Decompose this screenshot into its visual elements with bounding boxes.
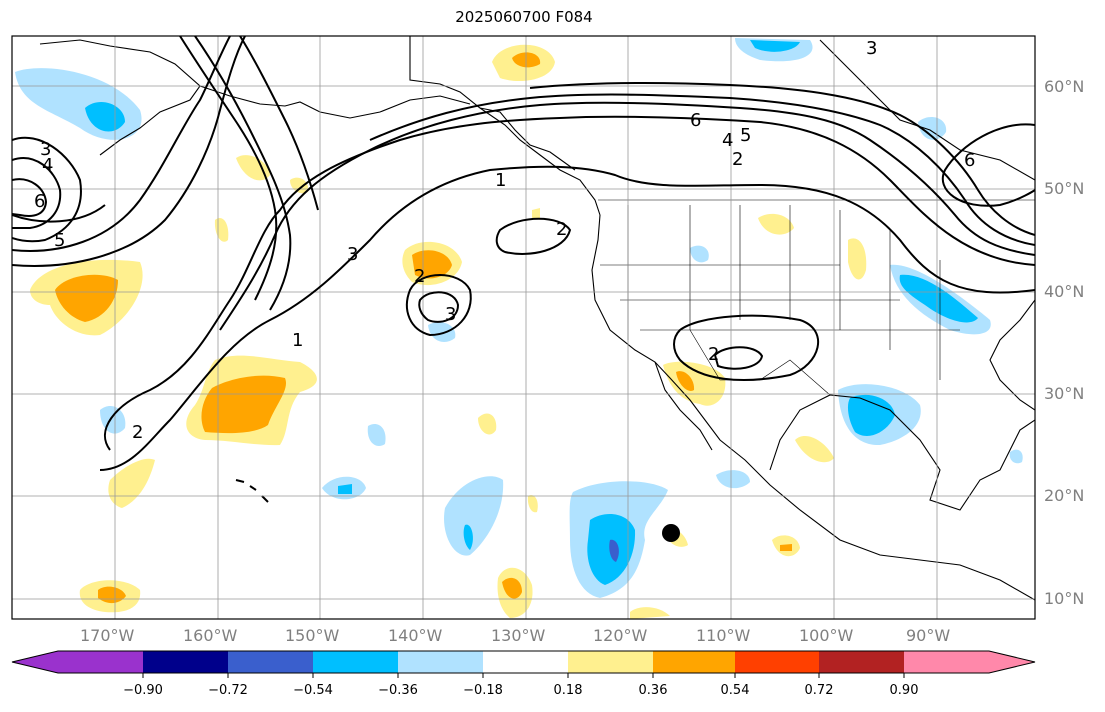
contour-label: 6 xyxy=(964,150,975,171)
negative-anomaly-region xyxy=(716,470,750,489)
contour-label: 4 xyxy=(722,130,733,151)
graticule xyxy=(12,36,1035,619)
positive-anomaly-region xyxy=(780,544,792,551)
colorbar-tick-label: −0.90 xyxy=(123,683,163,698)
lon-label: 90°W xyxy=(906,626,951,645)
negative-anomaly-region xyxy=(609,539,619,562)
map-background xyxy=(12,36,1035,619)
negative-anomaly-region xyxy=(428,322,456,342)
colorbar-tick-label: 0.18 xyxy=(553,683,583,698)
lat-label: 30°N xyxy=(1044,384,1085,403)
colorbar-segment xyxy=(653,651,735,673)
colorbar-segment xyxy=(735,651,819,673)
negative-anomaly-region xyxy=(899,274,978,323)
colorbar-segment xyxy=(483,651,568,673)
positive-anomaly-region xyxy=(676,371,695,391)
contour-label-group: 1 1 2 2 2 2 2 3 3 3 3 4 4 5 5 6 6 6 xyxy=(34,38,975,443)
colorbar-tick-label: 0.36 xyxy=(638,683,668,698)
contour-label: 2 xyxy=(556,219,567,240)
colorbar-segment xyxy=(143,651,228,673)
lon-label: 100°W xyxy=(799,626,854,645)
location-marker xyxy=(662,524,680,542)
negative-anomaly-region xyxy=(1009,449,1023,464)
lon-label: 160°W xyxy=(183,626,238,645)
colorbar-tick-label: 0.90 xyxy=(889,683,919,698)
positive-anomaly-region xyxy=(502,577,522,599)
colorbar-segment xyxy=(904,651,989,673)
contour-label: 2 xyxy=(414,266,425,287)
shaded-anomaly-regions xyxy=(15,38,1023,619)
colorbar-segment xyxy=(228,651,313,673)
map-title: 2025060700 F084 xyxy=(455,8,593,26)
contour-label: 2 xyxy=(132,422,143,443)
negative-anomaly-region xyxy=(338,484,352,494)
positive-anomaly-region xyxy=(201,375,287,434)
coastlines xyxy=(39,36,1035,601)
colorbar-extend-low xyxy=(12,651,58,673)
positive-anomaly-region xyxy=(848,238,867,280)
negative-anomaly-region xyxy=(690,245,709,263)
colorbar-tick-label: −0.54 xyxy=(293,683,333,698)
colorbar-segment xyxy=(398,651,483,673)
contour-lines xyxy=(12,36,1035,471)
contour-label: 1 xyxy=(292,330,303,351)
negative-anomaly-region xyxy=(367,424,386,446)
lat-label: 50°N xyxy=(1044,179,1085,198)
lon-label: 110°W xyxy=(696,626,751,645)
positive-anomaly-region xyxy=(478,413,497,435)
lon-label: 120°W xyxy=(593,626,648,645)
positive-anomaly-region xyxy=(630,607,670,619)
contour-label: 6 xyxy=(690,110,701,131)
colorbar-tick-label: −0.36 xyxy=(378,683,418,698)
contour-label: 3 xyxy=(347,244,358,265)
colorbar-segment xyxy=(568,651,653,673)
colorbar-tick-label: −0.18 xyxy=(463,683,503,698)
lat-label: 40°N xyxy=(1044,282,1085,301)
contour-label: 1 xyxy=(495,170,506,191)
negative-anomaly-region xyxy=(463,524,473,550)
colorbar-segment xyxy=(58,651,143,673)
colorbar-tick-label: 0.72 xyxy=(804,683,834,698)
positive-anomaly-region xyxy=(758,213,794,235)
lat-label: 10°N xyxy=(1044,589,1085,608)
negative-anomaly-region xyxy=(847,394,895,436)
contour-label: 3 xyxy=(445,304,456,325)
positive-anomaly-region xyxy=(532,208,540,218)
colorbar-segment xyxy=(313,651,398,673)
colorbar-segment xyxy=(819,651,904,673)
contour-label: 2 xyxy=(708,344,719,365)
lon-label: 130°W xyxy=(491,626,546,645)
negative-anomaly-region xyxy=(918,117,947,140)
colorbar-tick-label: 0.54 xyxy=(720,683,750,698)
negative-anomaly-region xyxy=(750,40,800,52)
lat-label: 20°N xyxy=(1044,486,1085,505)
contour-label: 5 xyxy=(740,125,751,146)
colorbar-extend-high xyxy=(989,651,1035,673)
lon-label: 150°W xyxy=(285,626,340,645)
contour-label: 5 xyxy=(54,230,65,251)
contour-label: 3 xyxy=(866,38,877,59)
lon-label: 140°W xyxy=(388,626,443,645)
map-frame xyxy=(11,35,1036,620)
contour-label: 3 xyxy=(40,139,51,160)
contour-label: 4 xyxy=(42,155,53,176)
positive-anomaly-region xyxy=(527,494,538,513)
contour-label: 6 xyxy=(34,191,45,212)
lon-label: 170°W xyxy=(80,626,135,645)
colorbar-tick-label: −0.72 xyxy=(208,683,248,698)
positive-anomaly-region xyxy=(795,436,834,463)
positive-anomaly-region xyxy=(55,274,118,322)
lat-label: 60°N xyxy=(1044,77,1085,96)
colorbar xyxy=(11,650,1036,678)
contour-label: 2 xyxy=(732,149,743,170)
positive-anomaly-region xyxy=(236,155,270,181)
positive-anomaly-region xyxy=(412,250,452,279)
